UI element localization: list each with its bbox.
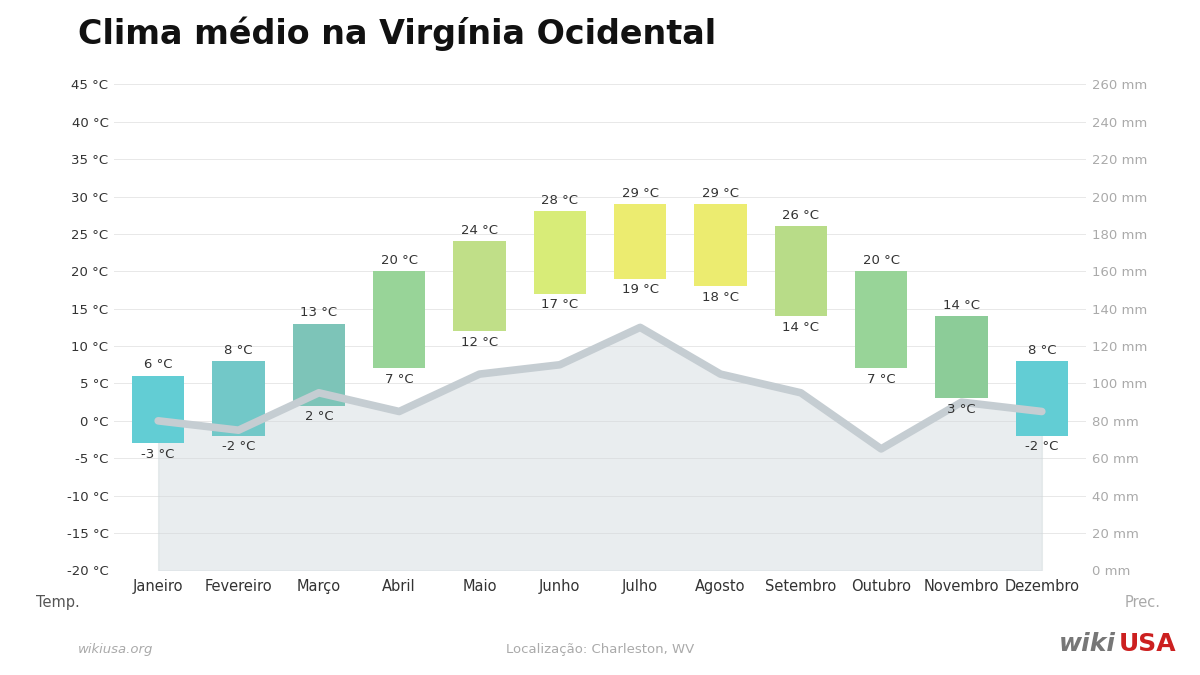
Text: 20 °C: 20 °C	[380, 254, 418, 267]
Text: 14 °C: 14 °C	[782, 321, 820, 333]
Text: 8 °C: 8 °C	[1027, 344, 1056, 356]
Text: Prec.: Prec.	[1124, 595, 1160, 610]
Text: 20 °C: 20 °C	[863, 254, 900, 267]
Bar	[373, 271, 425, 369]
Text: Clima médio na Virgínia Ocidental: Clima médio na Virgínia Ocidental	[78, 17, 716, 51]
Text: -2 °C: -2 °C	[1025, 440, 1058, 454]
Text: 19 °C: 19 °C	[622, 284, 659, 296]
Text: 7 °C: 7 °C	[866, 373, 895, 386]
Text: 8 °C: 8 °C	[224, 344, 253, 356]
Text: wikiusa.org: wikiusa.org	[78, 643, 154, 656]
Text: 13 °C: 13 °C	[300, 306, 337, 319]
Bar	[775, 226, 827, 316]
Text: 3 °C: 3 °C	[947, 403, 976, 416]
Text: USA: USA	[1118, 632, 1176, 656]
Text: 18 °C: 18 °C	[702, 291, 739, 304]
Text: 7 °C: 7 °C	[385, 373, 414, 386]
Text: Localização: Charleston, WV: Localização: Charleston, WV	[506, 643, 694, 656]
Bar	[935, 316, 988, 398]
Bar	[1015, 361, 1068, 436]
Bar	[534, 211, 586, 294]
Text: 17 °C: 17 °C	[541, 298, 578, 311]
Text: 26 °C: 26 °C	[782, 209, 820, 222]
Text: Temp.: Temp.	[36, 595, 79, 610]
Bar	[293, 323, 344, 406]
Text: 2 °C: 2 °C	[305, 410, 334, 423]
Bar	[695, 204, 746, 286]
Text: 24 °C: 24 °C	[461, 224, 498, 237]
Text: -2 °C: -2 °C	[222, 440, 256, 454]
Text: 29 °C: 29 °C	[622, 186, 659, 200]
Text: 28 °C: 28 °C	[541, 194, 578, 207]
Bar	[132, 376, 185, 443]
Bar	[212, 361, 265, 436]
Text: 6 °C: 6 °C	[144, 358, 173, 371]
Text: 29 °C: 29 °C	[702, 186, 739, 200]
Text: 12 °C: 12 °C	[461, 335, 498, 348]
Bar	[454, 242, 505, 331]
Text: 14 °C: 14 °C	[943, 298, 980, 312]
Bar	[614, 204, 666, 279]
Text: wiki: wiki	[1060, 632, 1116, 656]
Text: -3 °C: -3 °C	[142, 448, 175, 461]
Bar	[856, 271, 907, 369]
